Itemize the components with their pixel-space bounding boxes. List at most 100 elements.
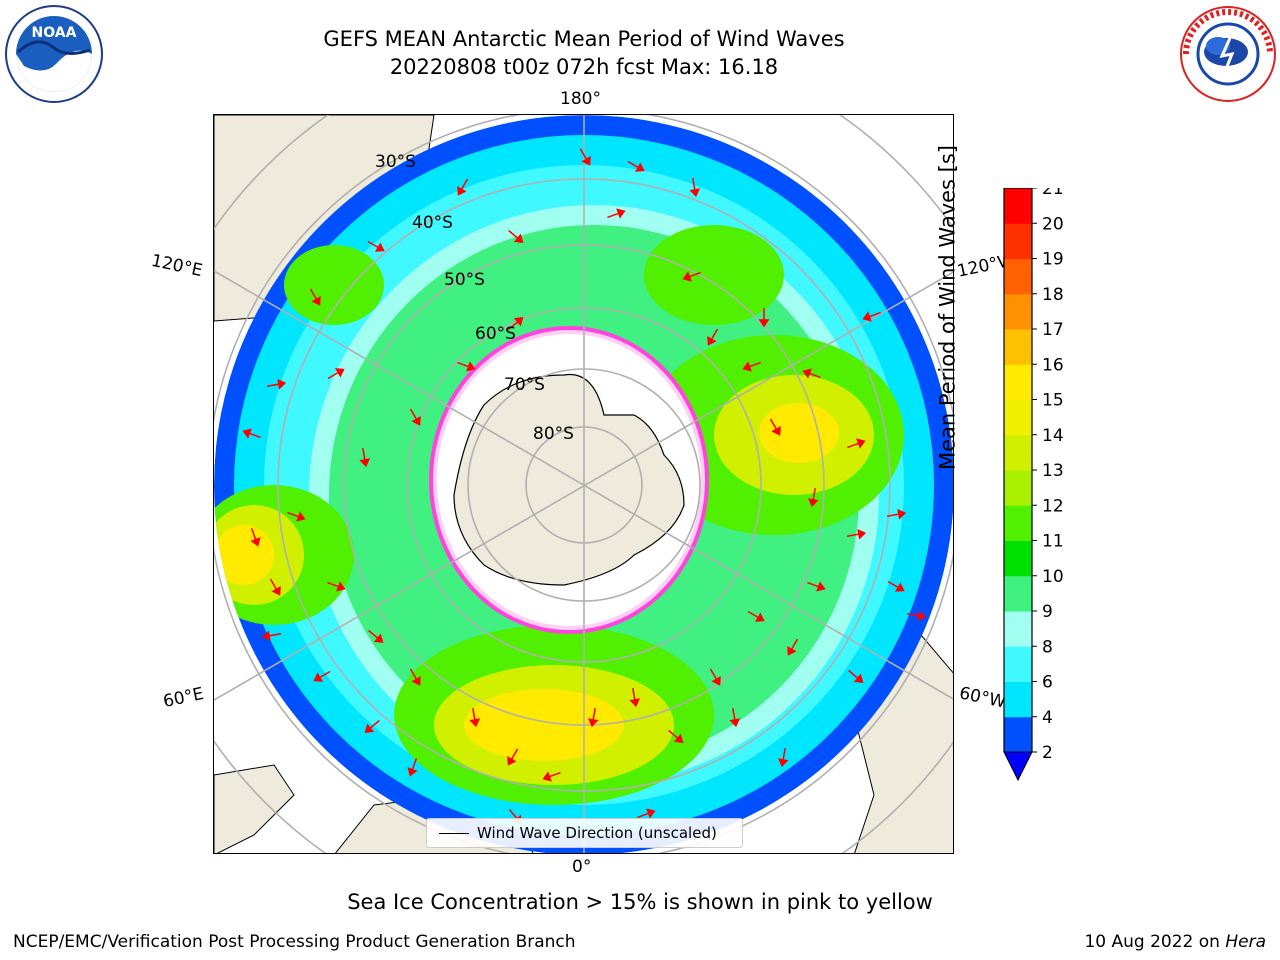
lat-label-80s: 80°S [533,424,574,444]
wave-direction-arrow [579,148,591,166]
colorbar-tick-label: 21 [1042,188,1064,199]
lon-label-60e: 60°E [161,683,206,713]
colorbar: 2 4 6 8 9 10 11 12 13 14 15 16 17 18 19 20 21 [1002,179,1082,792]
colorbar-tick-label: 10 [1042,567,1064,587]
lat-label-60s: 60°S [475,324,516,344]
colorbar-segment [1004,540,1032,577]
wave-direction-arrow [627,160,645,172]
wave-direction-arrow [769,418,781,436]
colorbar-segment [1004,575,1032,612]
wave-direction-arrow [689,177,701,198]
colorbar-tick-label: 2 [1042,743,1053,763]
map-panel [213,114,954,854]
wave-direction-arrow [906,610,927,622]
wave-direction-arrow [807,487,819,508]
wave-direction-arrow [542,771,561,782]
wave-direction-arrow [747,610,765,622]
colorbar-segment [1004,681,1032,718]
colorbar-tick-label: 12 [1042,496,1064,516]
colorbar-segment [1004,470,1032,506]
colorbar-tick-label: 15 [1042,391,1064,411]
colorbar-label: Mean Period of Wind Waves [s] [935,145,960,470]
wave-direction-arrow [807,581,826,592]
wave-direction-arrow [847,438,866,449]
colorbar-segment [1004,611,1032,647]
nws-logo [1178,4,1278,108]
colorbar-segment [1004,399,1032,436]
footer-date-text: 10 Aug 2022 on [1084,932,1226,952]
wave-direction-arrow [607,208,626,219]
wave-direction-arrow [507,748,519,766]
legend-label: Wind Wave Direction (unscaled) [477,824,717,842]
map-canvas [214,115,953,853]
wave-direction-arrow [269,578,281,596]
wave-direction-arrow [327,581,346,592]
land-antarctica [453,373,685,586]
chart-subtitle: 20220808 t00z 072h fcst Max: 16.18 [389,55,779,79]
colorbar-extend-triangle [1003,751,1033,782]
colorbar-tick-label: 9 [1042,602,1053,622]
wave-direction-arrow [457,361,476,372]
wave-direction-arrow [848,669,864,683]
colorbar-segment [1004,716,1032,753]
wave-direction-arrow [587,707,599,728]
wave-direction-arrow [508,229,524,243]
lon-label-60w: 60°W [957,683,1008,713]
lon-label-120e: 120°E [149,250,205,282]
wave-direction-arrow [261,630,282,642]
wave-direction-arrow [242,428,261,439]
lat-label-50s: 50°S [444,270,485,290]
colorbar-tick-label: 16 [1042,355,1064,375]
wave-direction-arrow [709,668,721,686]
colorbar-tick-label: 8 [1042,637,1053,657]
legend-line-icon [439,832,469,834]
lat-label-40s: 40°S [412,213,453,233]
lat-label-30s: 30°S [375,152,416,172]
wave-direction-arrow [682,271,701,282]
footer-credit: NCEP/EMC/Verification Post Processing Pr… [13,932,576,952]
wave-direction-arrow [629,687,641,708]
wave-direction-arrow [637,808,656,819]
wave-direction-arrow [266,378,287,390]
colorbar-segment [1004,329,1032,365]
wave-direction-arrow [407,758,418,777]
wave-direction-arrow [886,508,907,520]
colorbar-segment [1004,223,1032,259]
wave-direction-arrow [367,240,385,252]
wave-direction-arrow [409,408,421,426]
wave-direction-arrow [802,368,821,379]
wave-direction-arrow [707,328,719,346]
wave-direction-arrow [777,747,789,768]
footer-host: Hera [1225,932,1266,952]
colorbar-segment [1004,505,1032,541]
colorbar-segment [1004,646,1032,682]
wave-direction-arrow [787,638,799,656]
wave-direction-arrow [364,719,380,733]
wind-wave-arrows [242,148,927,825]
colorbar-tick-label: 6 [1042,673,1053,693]
graticule [214,115,953,853]
colorbar-svg: 2 4 6 8 9 10 11 12 13 14 15 16 17 18 19 20 21 [1003,179,1064,782]
wave-direction-arrow [250,528,261,547]
footer-date: 10 Aug 2022 on Hera [1084,932,1266,952]
colorbar-segment [1004,188,1032,224]
wave-direction-arrow [409,668,421,686]
wave-direction-arrow [469,707,481,728]
colorbar-tick-label: 17 [1042,320,1064,340]
wave-direction-arrow [887,580,905,592]
colorbar-tick-label: 13 [1042,461,1064,481]
wave-direction-arrow [287,511,306,522]
colorbar-tick-label: 14 [1042,426,1064,446]
wave-direction-arrow [359,447,371,468]
colorbar-segment [1004,293,1032,330]
colorbar-tick-label: 20 [1042,214,1064,234]
colorbar-tick-label: 11 [1042,532,1064,552]
wave-direction-arrow [846,528,867,540]
noaa-logo: NOAA [4,4,104,108]
wave-direction-arrow [668,729,684,743]
land-africa [214,764,295,853]
wave-direction-arrow [742,361,761,372]
colorbar-segment [1004,258,1032,295]
wave-direction-arrow [368,629,384,643]
wave-direction-arrow [313,670,331,682]
